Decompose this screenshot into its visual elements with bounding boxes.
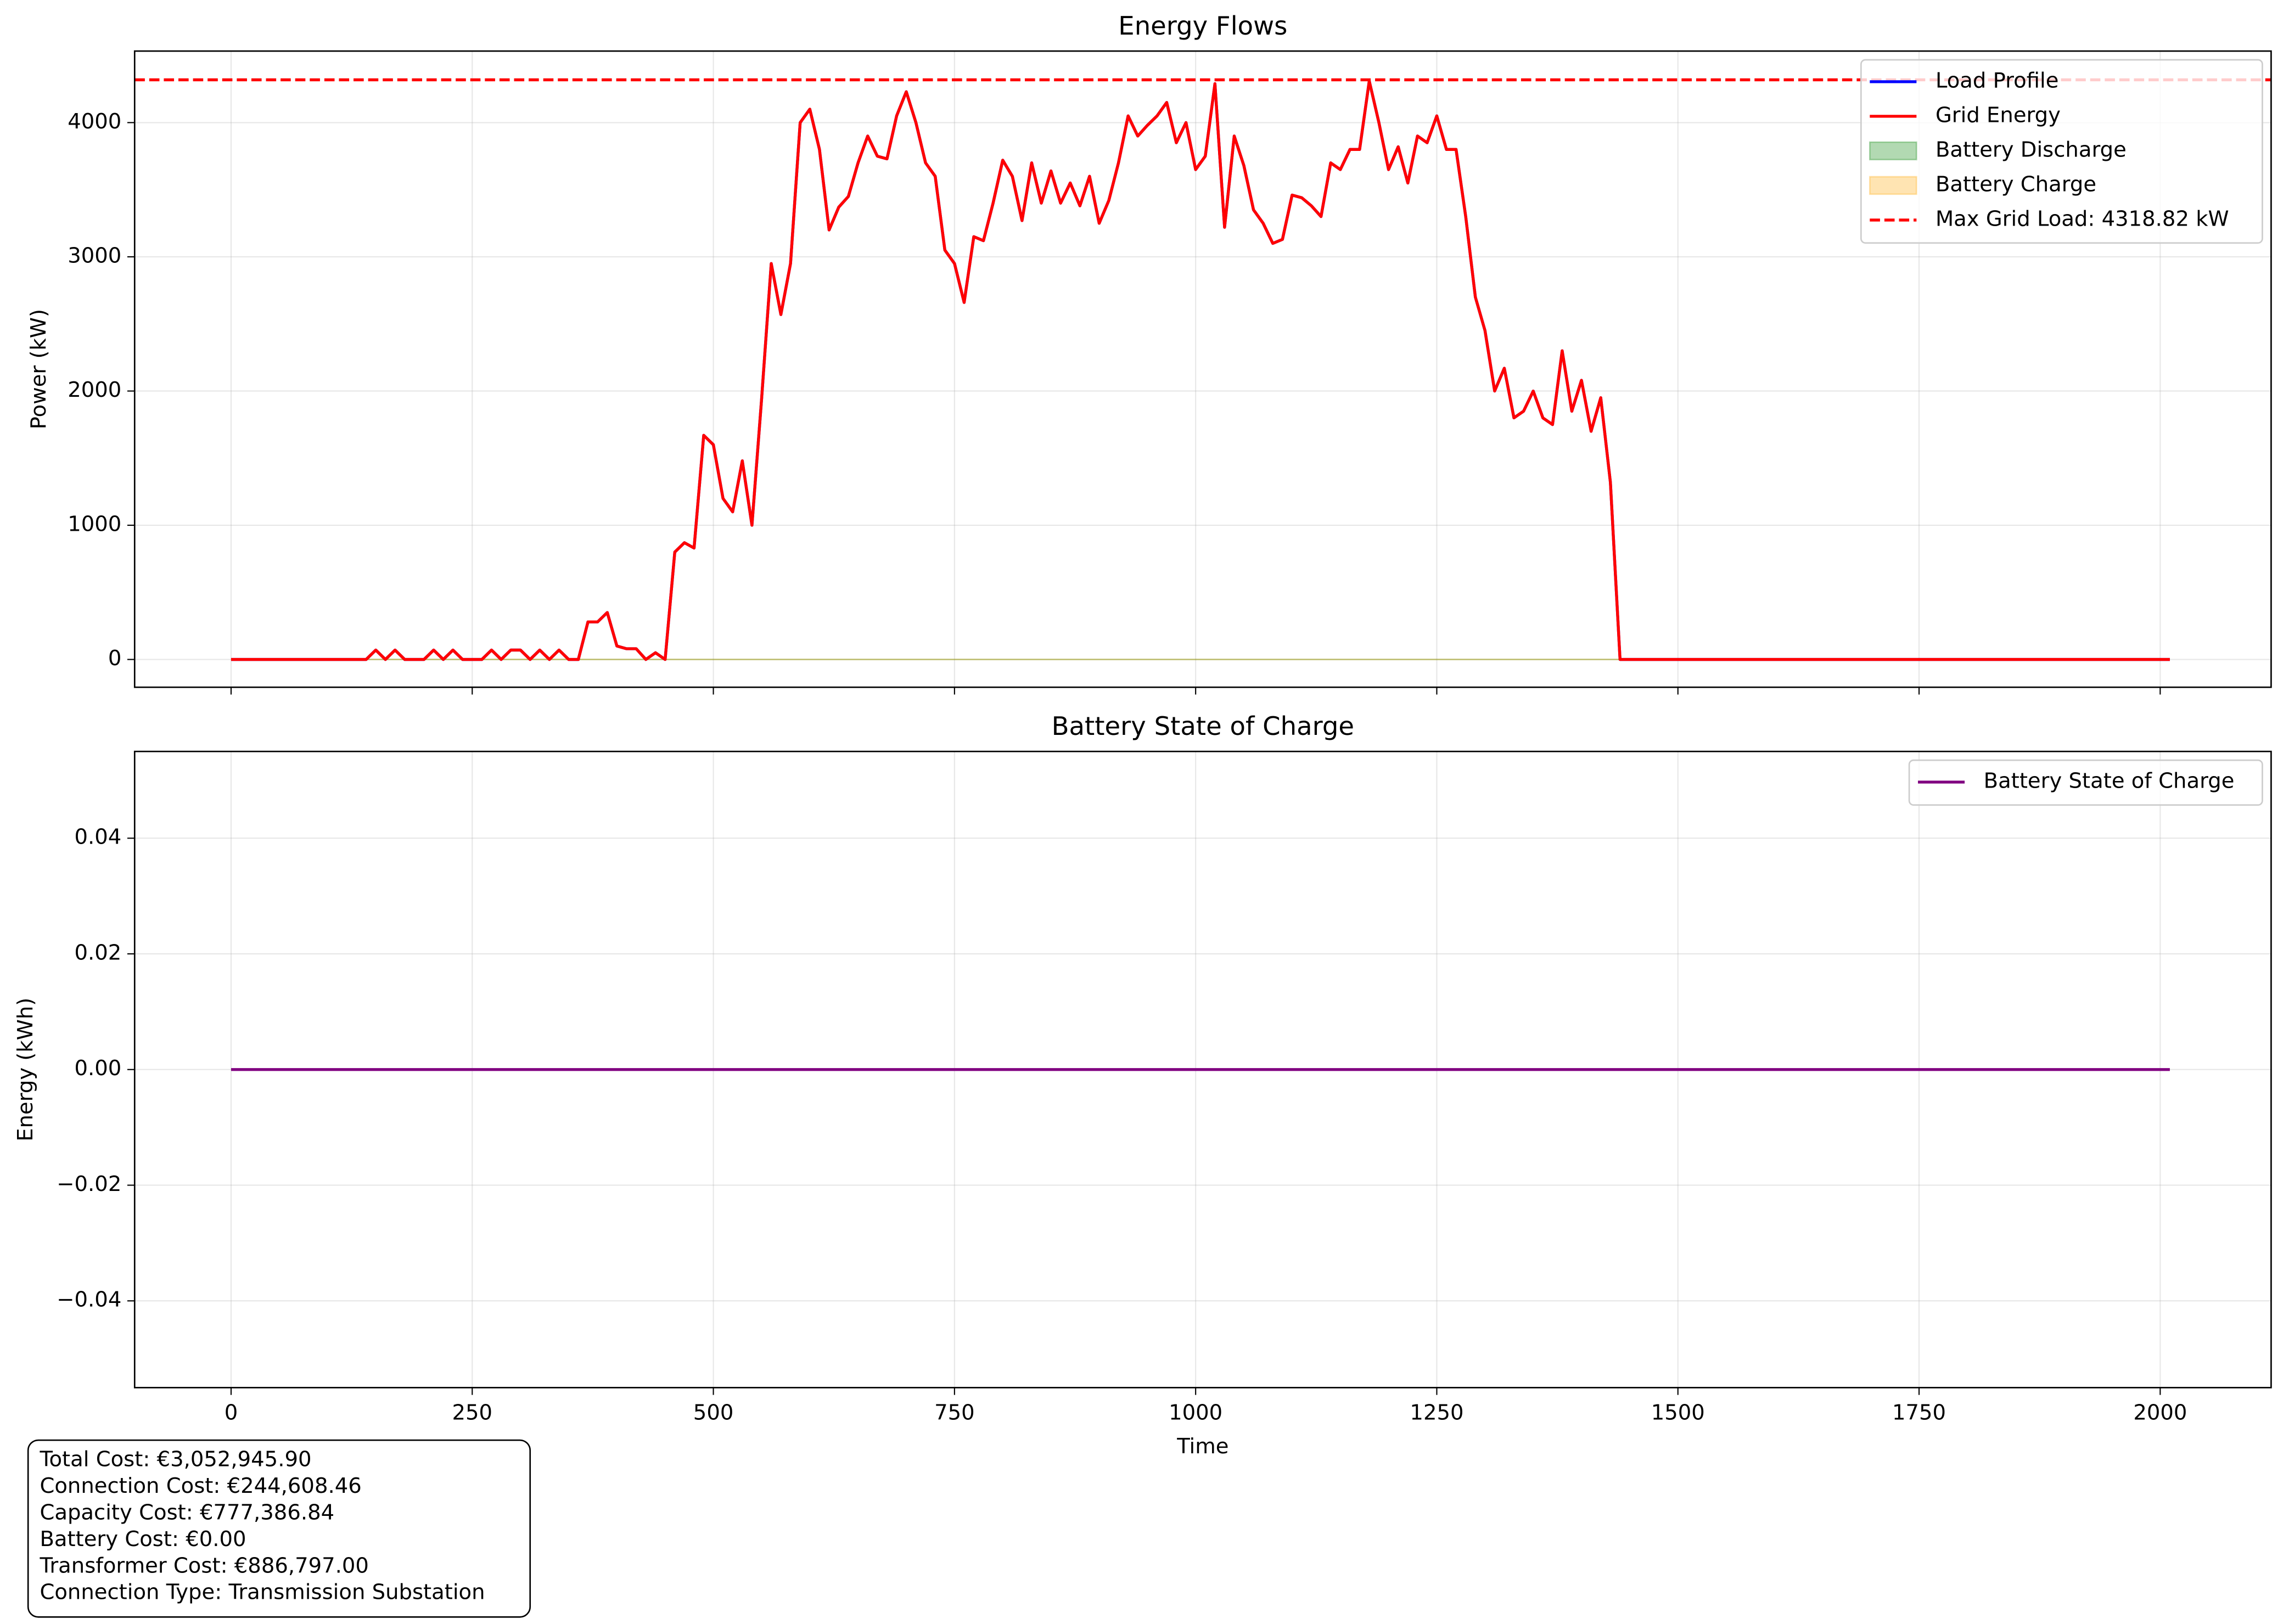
cost-line: Total Cost: €3,052,945.90 (39, 1447, 311, 1472)
legend-label: Grid Energy (1935, 103, 2061, 127)
legend-frame (1860, 59, 2263, 244)
legend-swatch (1869, 176, 1917, 195)
line (231, 79, 2170, 661)
legend-swatch (1869, 141, 1917, 161)
cost-line: Capacity Cost: €777,386.84 (40, 1501, 334, 1525)
chart-title: Energy Flows (1118, 11, 1287, 41)
cost-summary-frame (27, 1439, 531, 1618)
y-tick-label: 0.04 (75, 825, 122, 850)
cost-line: Battery Cost: €0.00 (40, 1527, 246, 1552)
y-tick-label: 4000 (68, 109, 121, 134)
y-tick-label: 0 (108, 646, 122, 671)
y-tick-label: −0.04 (57, 1288, 121, 1312)
chart-title: Battery State of Charge (1052, 711, 1354, 741)
x-tick-label: 0 (225, 1401, 238, 1425)
y-axis-label: Energy (kWh) (13, 998, 38, 1142)
x-tick-label: 1750 (1892, 1401, 1946, 1425)
legend-frame (1908, 759, 2263, 806)
legend: Load Profile Grid Energy Battery Discharge… (1860, 59, 2263, 244)
legend-label: Battery Charge (1935, 172, 2096, 196)
x-tick-label: 750 (934, 1401, 975, 1425)
cost-line: Transformer Cost: €886,797.00 (39, 1553, 368, 1578)
legend: Battery State of Charge (1908, 759, 2263, 806)
legend-label: Load Profile (1935, 68, 2059, 93)
x-tick-label: 500 (693, 1401, 734, 1425)
cost-line: Connection Type: Transmission Substation (40, 1580, 485, 1605)
y-tick-label: 3000 (68, 243, 121, 268)
plot-frame (133, 750, 2272, 1389)
y-tick-label: 0.02 (75, 940, 122, 965)
x-tick-label: 2000 (2133, 1401, 2187, 1425)
y-tick-label: 1000 (68, 512, 121, 537)
y-axis-label: Power (kW) (26, 309, 51, 429)
x-tick-label: 250 (452, 1401, 493, 1425)
chart: Battery State of Charge Energy (kWh) Time −… (13, 711, 2272, 1459)
legend-label: Max Grid Load: 4318.82 kW (1935, 206, 2229, 231)
y-tick-label: 2000 (68, 378, 121, 402)
x-tick-label: 1000 (1169, 1401, 1222, 1425)
x-tick-label: 1500 (1651, 1401, 1705, 1425)
x-axis-label: Time (1176, 1434, 1228, 1459)
cost-line: Connection Cost: €244,608.46 (40, 1474, 361, 1498)
plot-frame (133, 50, 2272, 688)
legend-label: Battery State of Charge (1984, 768, 2235, 793)
chart: Energy Flows Power (kW) 0 1000 2000 3000 4000 L… (26, 11, 2272, 695)
legend-label: Battery Discharge (1935, 137, 2127, 162)
x-tick-label: 1250 (1410, 1401, 1463, 1425)
y-tick-label: 0.00 (75, 1056, 122, 1081)
y-tick-label: −0.02 (57, 1172, 121, 1196)
